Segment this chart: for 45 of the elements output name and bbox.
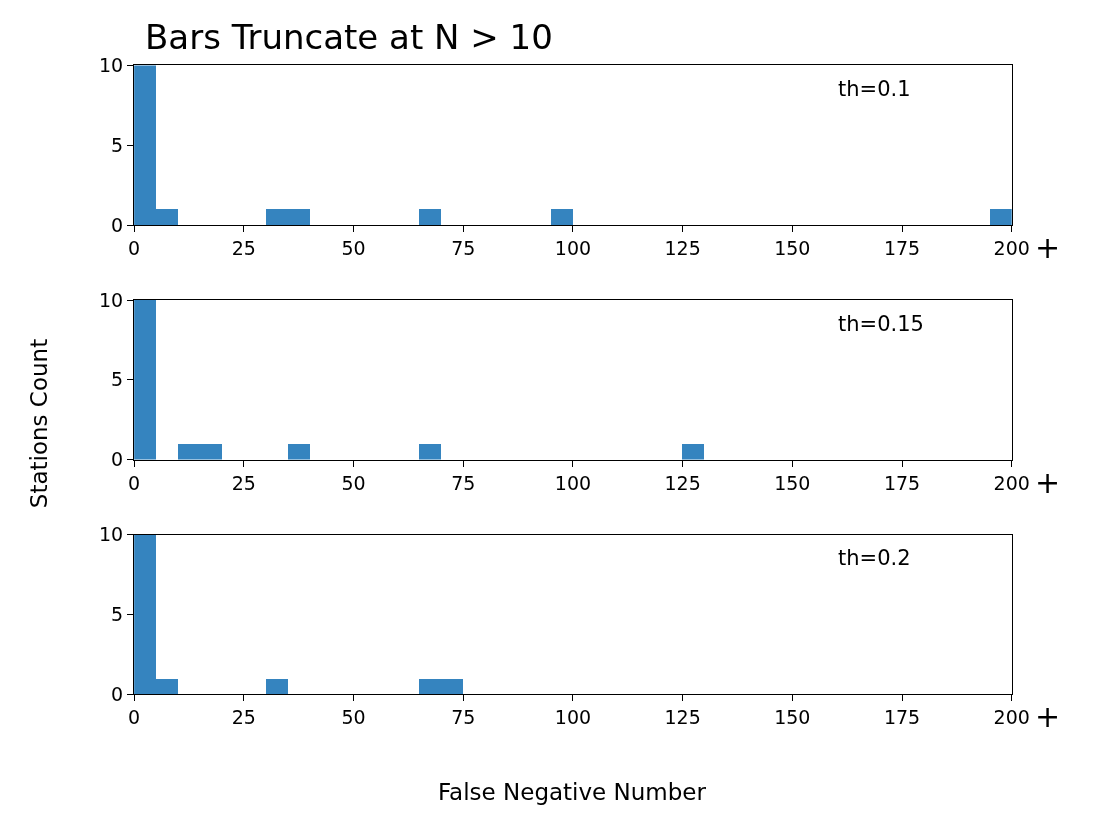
x-tick-label: 75: [451, 706, 476, 729]
x-tick-label: 25: [231, 471, 256, 494]
annotation: th=0.2: [838, 546, 911, 570]
x-tick-label: 125: [664, 471, 701, 494]
x-tick-label: 200: [993, 237, 1030, 260]
x-tick-label: 150: [774, 237, 811, 260]
x-tick-label: 0: [128, 237, 141, 260]
x-tick-label: 200: [993, 471, 1030, 494]
y-tick-label: 0: [111, 682, 124, 705]
text: +: [1035, 699, 1061, 734]
x-tick-label: 175: [883, 237, 921, 260]
chart-title: Bars Truncate at N > 10: [145, 17, 553, 57]
x-tick-label: 125: [664, 706, 701, 729]
x-tick-label: 25: [231, 237, 256, 260]
x-tick-label: 50: [341, 237, 366, 260]
y-tick-label: 5: [111, 368, 124, 391]
y-axis-title: Stations Count: [26, 338, 52, 509]
x-tick-label: 50: [341, 471, 366, 494]
x-tick-label: 0: [128, 706, 141, 729]
x-tick-label: 0: [128, 471, 141, 494]
y-tick-label: 5: [111, 133, 124, 156]
y-tick-label: 10: [99, 523, 124, 546]
x-tick-label: 100: [554, 471, 592, 494]
y-tick-label: 0: [111, 213, 124, 236]
y-tick-label: 0: [111, 448, 124, 471]
x-tick-label: 100: [554, 706, 592, 729]
x-tick-label: 100: [554, 237, 592, 260]
x-tick-label: 200: [993, 706, 1030, 729]
y-tick-label: 10: [99, 288, 124, 311]
x-tick-label: 75: [451, 471, 476, 494]
x-tick-label: 150: [774, 471, 811, 494]
text: +: [1035, 465, 1061, 500]
x-tick-label: 150: [774, 706, 811, 729]
text: +: [1035, 230, 1061, 265]
y-tick-label: 10: [99, 54, 124, 77]
annotation: th=0.15: [838, 312, 924, 336]
x-tick-label: 25: [231, 706, 256, 729]
x-tick-label: 125: [664, 237, 701, 260]
x-tick-label: 175: [883, 471, 921, 494]
x-tick-label: 75: [451, 237, 476, 260]
x-tick-label: 50: [341, 706, 366, 729]
annotation: th=0.1: [838, 77, 911, 101]
x-axis-title: False Negative Number: [438, 779, 707, 805]
y-tick-label: 5: [111, 603, 124, 625]
x-tick-label: 175: [883, 706, 921, 729]
